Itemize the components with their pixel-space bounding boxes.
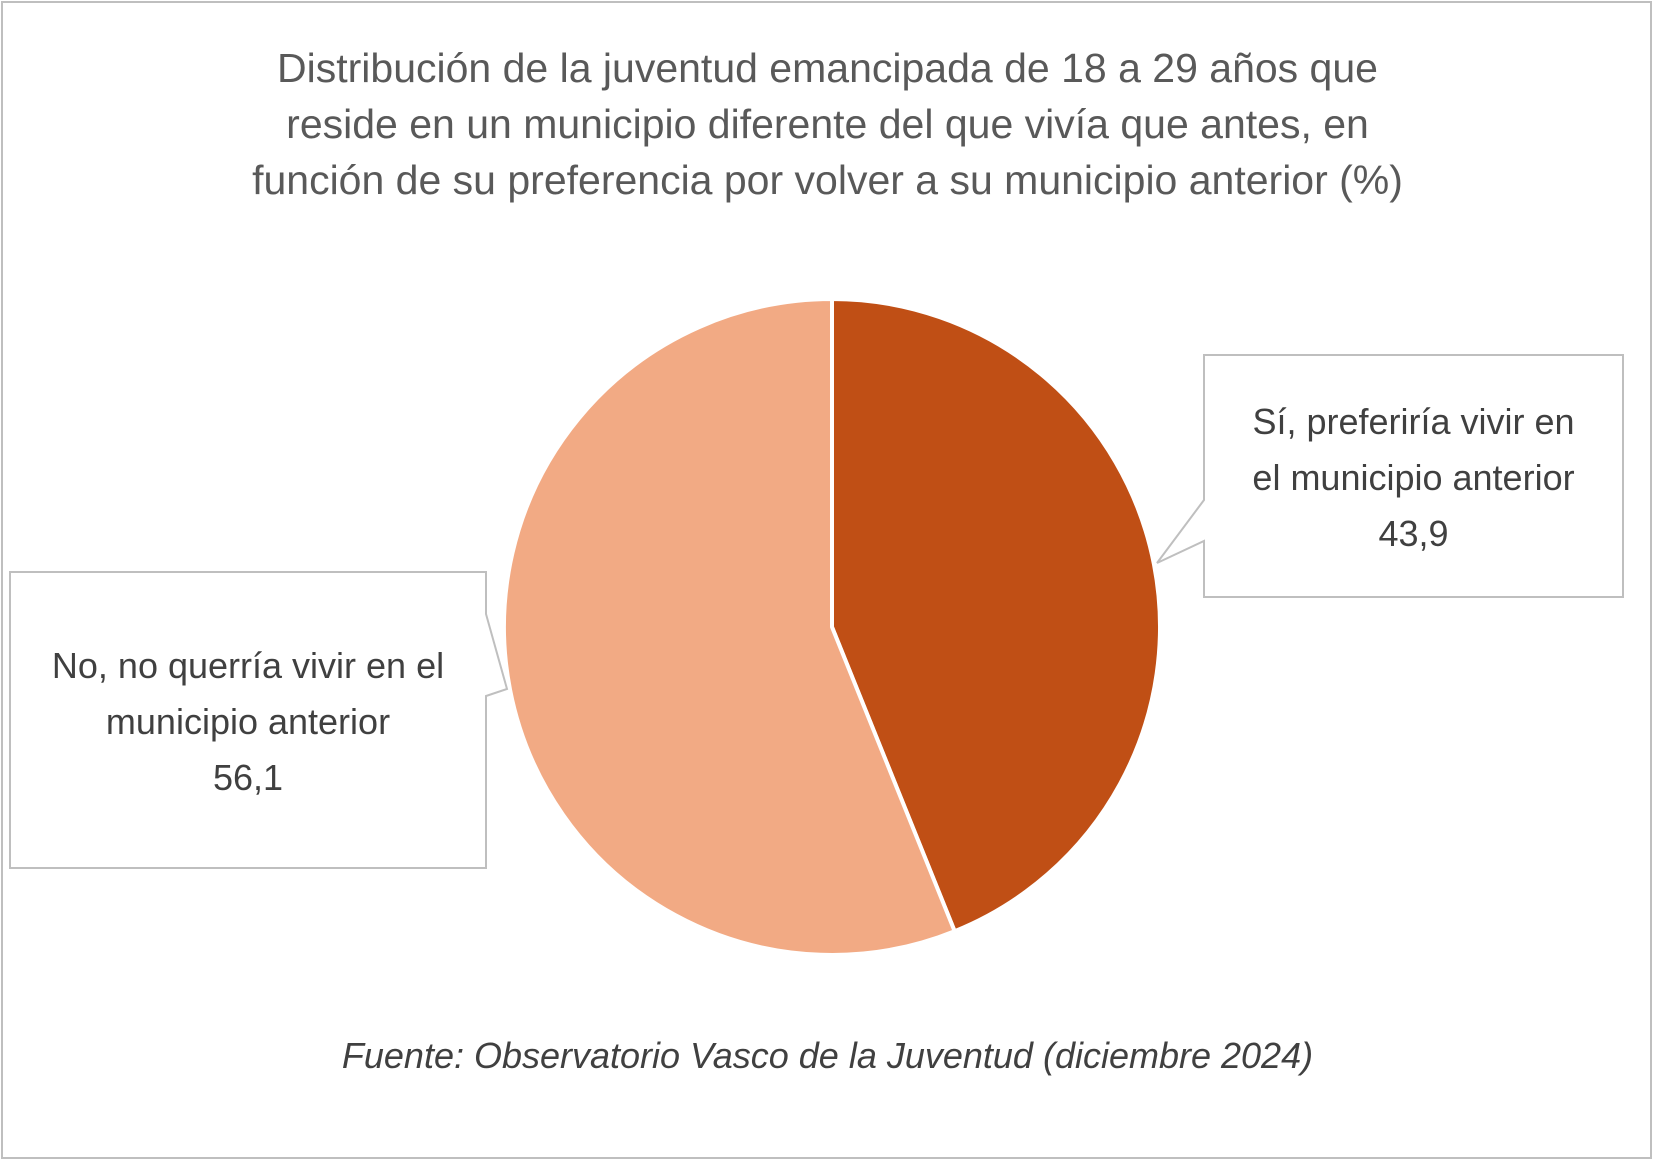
chart-title-line-3: función de su preferencia por volver a s… [252, 157, 1403, 203]
data-label-no-line-2: municipio anterior [105, 701, 391, 742]
data-label-si-value: 43,9 [1378, 513, 1449, 554]
callout-box-no [9, 571, 509, 869]
pie-slice-si [830, 297, 1162, 934]
chart-title-line-1: Distribución de la juventud emancipada d… [277, 45, 1378, 91]
callout-box-si [1156, 354, 1624, 598]
data-label-no-value: 56,1 [212, 757, 284, 798]
data-label-callouts [9, 354, 1624, 869]
chart-source: Fuente: Observatorio Vasco de la Juventu… [341, 1035, 1314, 1076]
data-label-no-line-1: No, no querría vivir en el [51, 645, 445, 686]
pie-slices [502, 297, 1162, 957]
chart-title-line-2: reside en un municipio diferente del que… [286, 101, 1369, 147]
pie-slice-no [502, 297, 957, 957]
chart-title: Distribución de la juventud emancipada d… [0, 40, 1655, 208]
data-label-si: Sí, preferiría vivir en el municipio ant… [1204, 394, 1623, 562]
data-label-si-line-2: el municipio anterior [1252, 457, 1575, 498]
data-label-no: No, no querría vivir en el municipio ant… [10, 638, 486, 806]
data-label-si-line-1: Sí, preferiría vivir en [1252, 401, 1575, 442]
